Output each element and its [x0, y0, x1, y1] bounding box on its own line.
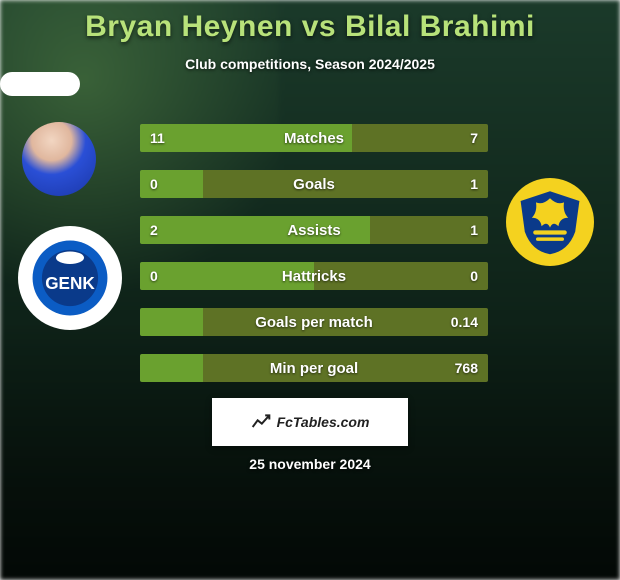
stat-value-left: 0 [140, 170, 168, 198]
stat-value-left [140, 308, 160, 336]
player1-name: Bryan Heynen [85, 10, 293, 43]
club-right-logo [506, 178, 594, 266]
stat-row: Goals0 1 [140, 170, 488, 198]
stat-label: Goals [140, 170, 488, 198]
stat-value-left: 0 [140, 262, 168, 290]
stat-value-left [140, 354, 160, 382]
stat-row: Goals per match0.14 [140, 308, 488, 336]
stat-value-right: 7 [460, 124, 488, 152]
player1-avatar [22, 122, 96, 196]
stat-value-right: 768 [445, 354, 488, 382]
stat-label: Hattricks [140, 262, 488, 290]
stat-value-left: 11 [140, 124, 175, 152]
stat-row: Assists2 1 [140, 216, 488, 244]
stat-label: Matches [140, 124, 488, 152]
stat-row: Matches11 7 [140, 124, 488, 152]
stat-label: Assists [140, 216, 488, 244]
stat-value-right: 0.14 [441, 308, 488, 336]
svg-text:GENK: GENK [45, 273, 95, 293]
subtitle: Club competitions, Season 2024/2025 [0, 56, 620, 72]
source-text: FcTables.com [277, 414, 370, 430]
date-label: 25 november 2024 [0, 456, 620, 472]
comparison-title: Bryan Heynen vs Bilal Brahimi [0, 0, 620, 44]
club-left-logo: GENK [18, 226, 122, 330]
stat-label: Min per goal [140, 354, 488, 382]
stat-value-right: 0 [460, 262, 488, 290]
player2-avatar [0, 72, 80, 96]
stats-bars: Matches117Goals01Assists21Hattricks00Goa… [140, 124, 488, 400]
source-badge: FcTables.com [212, 398, 408, 446]
stat-value-right: 1 [460, 170, 488, 198]
stat-row: Hattricks0 0 [140, 262, 488, 290]
stat-value-right: 1 [460, 216, 488, 244]
vs-label: vs [302, 10, 336, 43]
stat-value-left: 2 [140, 216, 168, 244]
player2-name: Bilal Brahimi [345, 10, 535, 43]
stat-row: Min per goal768 [140, 354, 488, 382]
stat-label: Goals per match [140, 308, 488, 336]
chart-icon [251, 412, 271, 432]
